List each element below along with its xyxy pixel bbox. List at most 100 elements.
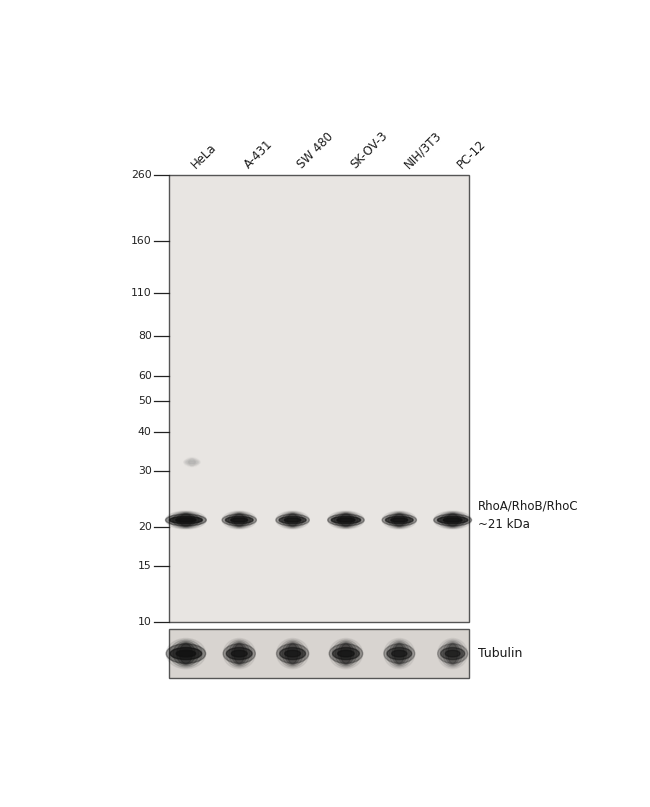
Ellipse shape [280, 640, 306, 667]
Ellipse shape [437, 644, 467, 663]
Text: 50: 50 [138, 396, 151, 406]
Ellipse shape [276, 511, 309, 529]
Ellipse shape [341, 643, 352, 663]
Ellipse shape [437, 516, 468, 524]
Ellipse shape [389, 641, 410, 666]
Ellipse shape [285, 650, 300, 657]
Ellipse shape [280, 647, 306, 659]
Text: 40: 40 [138, 427, 151, 437]
Ellipse shape [285, 513, 300, 527]
Text: 80: 80 [138, 332, 151, 341]
Text: 15: 15 [138, 561, 151, 571]
Ellipse shape [437, 512, 468, 529]
Text: SW 480: SW 480 [295, 131, 336, 171]
Ellipse shape [177, 642, 195, 665]
Ellipse shape [444, 513, 462, 527]
Bar [170, 629, 469, 678]
Ellipse shape [448, 643, 458, 663]
Ellipse shape [446, 642, 460, 665]
Ellipse shape [276, 514, 309, 526]
Ellipse shape [332, 640, 359, 667]
Ellipse shape [231, 518, 248, 522]
Ellipse shape [443, 641, 462, 666]
Text: A-431: A-431 [242, 138, 276, 171]
Ellipse shape [445, 650, 460, 657]
Ellipse shape [385, 512, 413, 529]
Text: 260: 260 [131, 169, 151, 179]
Ellipse shape [387, 647, 411, 659]
Ellipse shape [330, 638, 363, 669]
Ellipse shape [173, 641, 199, 666]
Ellipse shape [443, 518, 462, 522]
Ellipse shape [234, 643, 244, 663]
Ellipse shape [434, 511, 471, 529]
Ellipse shape [166, 511, 206, 529]
Ellipse shape [332, 516, 361, 524]
Ellipse shape [176, 518, 196, 522]
Ellipse shape [440, 640, 465, 667]
Text: 60: 60 [138, 371, 151, 381]
Ellipse shape [338, 642, 354, 665]
Ellipse shape [328, 511, 364, 529]
Ellipse shape [328, 514, 364, 526]
Ellipse shape [384, 644, 415, 663]
Ellipse shape [333, 647, 359, 659]
Ellipse shape [176, 513, 196, 527]
Ellipse shape [226, 647, 252, 659]
Ellipse shape [285, 642, 300, 665]
Ellipse shape [276, 644, 309, 663]
Ellipse shape [166, 644, 205, 663]
Text: 110: 110 [131, 287, 151, 298]
Ellipse shape [334, 512, 358, 528]
Ellipse shape [176, 650, 196, 657]
Ellipse shape [338, 650, 354, 657]
Ellipse shape [170, 647, 202, 659]
Ellipse shape [287, 643, 298, 663]
Ellipse shape [282, 512, 304, 528]
Ellipse shape [173, 512, 199, 528]
Ellipse shape [340, 514, 352, 526]
Ellipse shape [226, 640, 252, 667]
Ellipse shape [228, 512, 250, 528]
Ellipse shape [188, 461, 196, 463]
Text: NIH/3T3: NIH/3T3 [402, 129, 444, 171]
Text: 30: 30 [138, 466, 151, 476]
Ellipse shape [394, 643, 404, 663]
Ellipse shape [385, 516, 413, 524]
Ellipse shape [337, 513, 354, 527]
Ellipse shape [382, 514, 417, 526]
Ellipse shape [189, 459, 194, 466]
Ellipse shape [391, 513, 408, 527]
Ellipse shape [280, 516, 306, 524]
Ellipse shape [284, 518, 301, 522]
Ellipse shape [222, 511, 256, 529]
Ellipse shape [169, 512, 203, 529]
Ellipse shape [330, 644, 363, 663]
Ellipse shape [170, 640, 202, 667]
Ellipse shape [392, 650, 407, 657]
Ellipse shape [382, 511, 417, 529]
Text: RhoA/RhoB/RhoC
~21 kDa: RhoA/RhoB/RhoC ~21 kDa [478, 500, 579, 530]
Ellipse shape [335, 641, 357, 666]
Text: PC-12: PC-12 [455, 138, 489, 171]
Ellipse shape [388, 512, 410, 528]
Ellipse shape [287, 514, 298, 526]
Text: 10: 10 [138, 617, 151, 627]
Ellipse shape [331, 512, 361, 529]
Ellipse shape [166, 638, 205, 669]
Ellipse shape [188, 458, 196, 466]
Ellipse shape [223, 644, 255, 663]
Ellipse shape [225, 512, 254, 529]
Text: HeLa: HeLa [188, 141, 218, 171]
Ellipse shape [394, 514, 405, 526]
Ellipse shape [434, 514, 471, 526]
Ellipse shape [391, 518, 408, 522]
Ellipse shape [441, 512, 465, 528]
Text: SK-OV-3: SK-OV-3 [348, 129, 391, 171]
Ellipse shape [337, 518, 355, 522]
Ellipse shape [279, 512, 306, 529]
Ellipse shape [166, 514, 206, 526]
Ellipse shape [233, 514, 245, 526]
Ellipse shape [170, 516, 202, 524]
Ellipse shape [282, 641, 303, 666]
